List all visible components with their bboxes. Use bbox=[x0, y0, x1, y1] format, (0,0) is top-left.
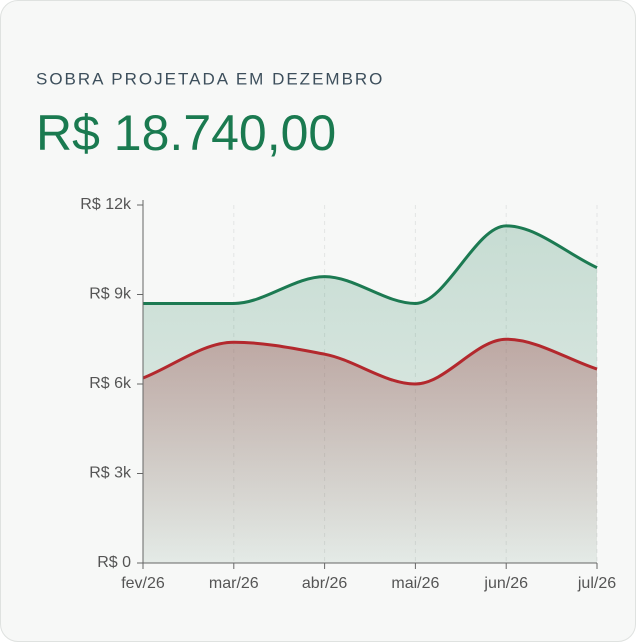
line bbox=[142, 337, 598, 386]
y-tick-label: R$ 9k bbox=[89, 286, 132, 303]
x-tick-label: mai/26 bbox=[391, 575, 439, 592]
y-tick-label: R$ 12k bbox=[80, 196, 132, 213]
x-tick-label: jul/26 bbox=[577, 575, 616, 592]
title: SOBRA PROJETADA EM DEZEMBRO bbox=[36, 69, 384, 88]
x-tick-label: fev/26 bbox=[121, 575, 165, 592]
y-tick-label: R$ 3k bbox=[89, 465, 132, 482]
big-value: R$ 18.740,00 bbox=[36, 105, 336, 161]
line bbox=[142, 224, 598, 305]
area bbox=[143, 339, 597, 563]
x-tick-label: abr/26 bbox=[302, 575, 347, 592]
x-tick-label: mar/26 bbox=[209, 575, 259, 592]
y-tick-label: R$ 0 bbox=[97, 554, 131, 571]
x-tick-label: jun/26 bbox=[483, 575, 528, 592]
chart: SOBRA PROJETADA EM DEZEMBRO R$ 18.740,00… bbox=[36, 69, 616, 592]
y-tick-label: R$ 6k bbox=[89, 375, 132, 392]
